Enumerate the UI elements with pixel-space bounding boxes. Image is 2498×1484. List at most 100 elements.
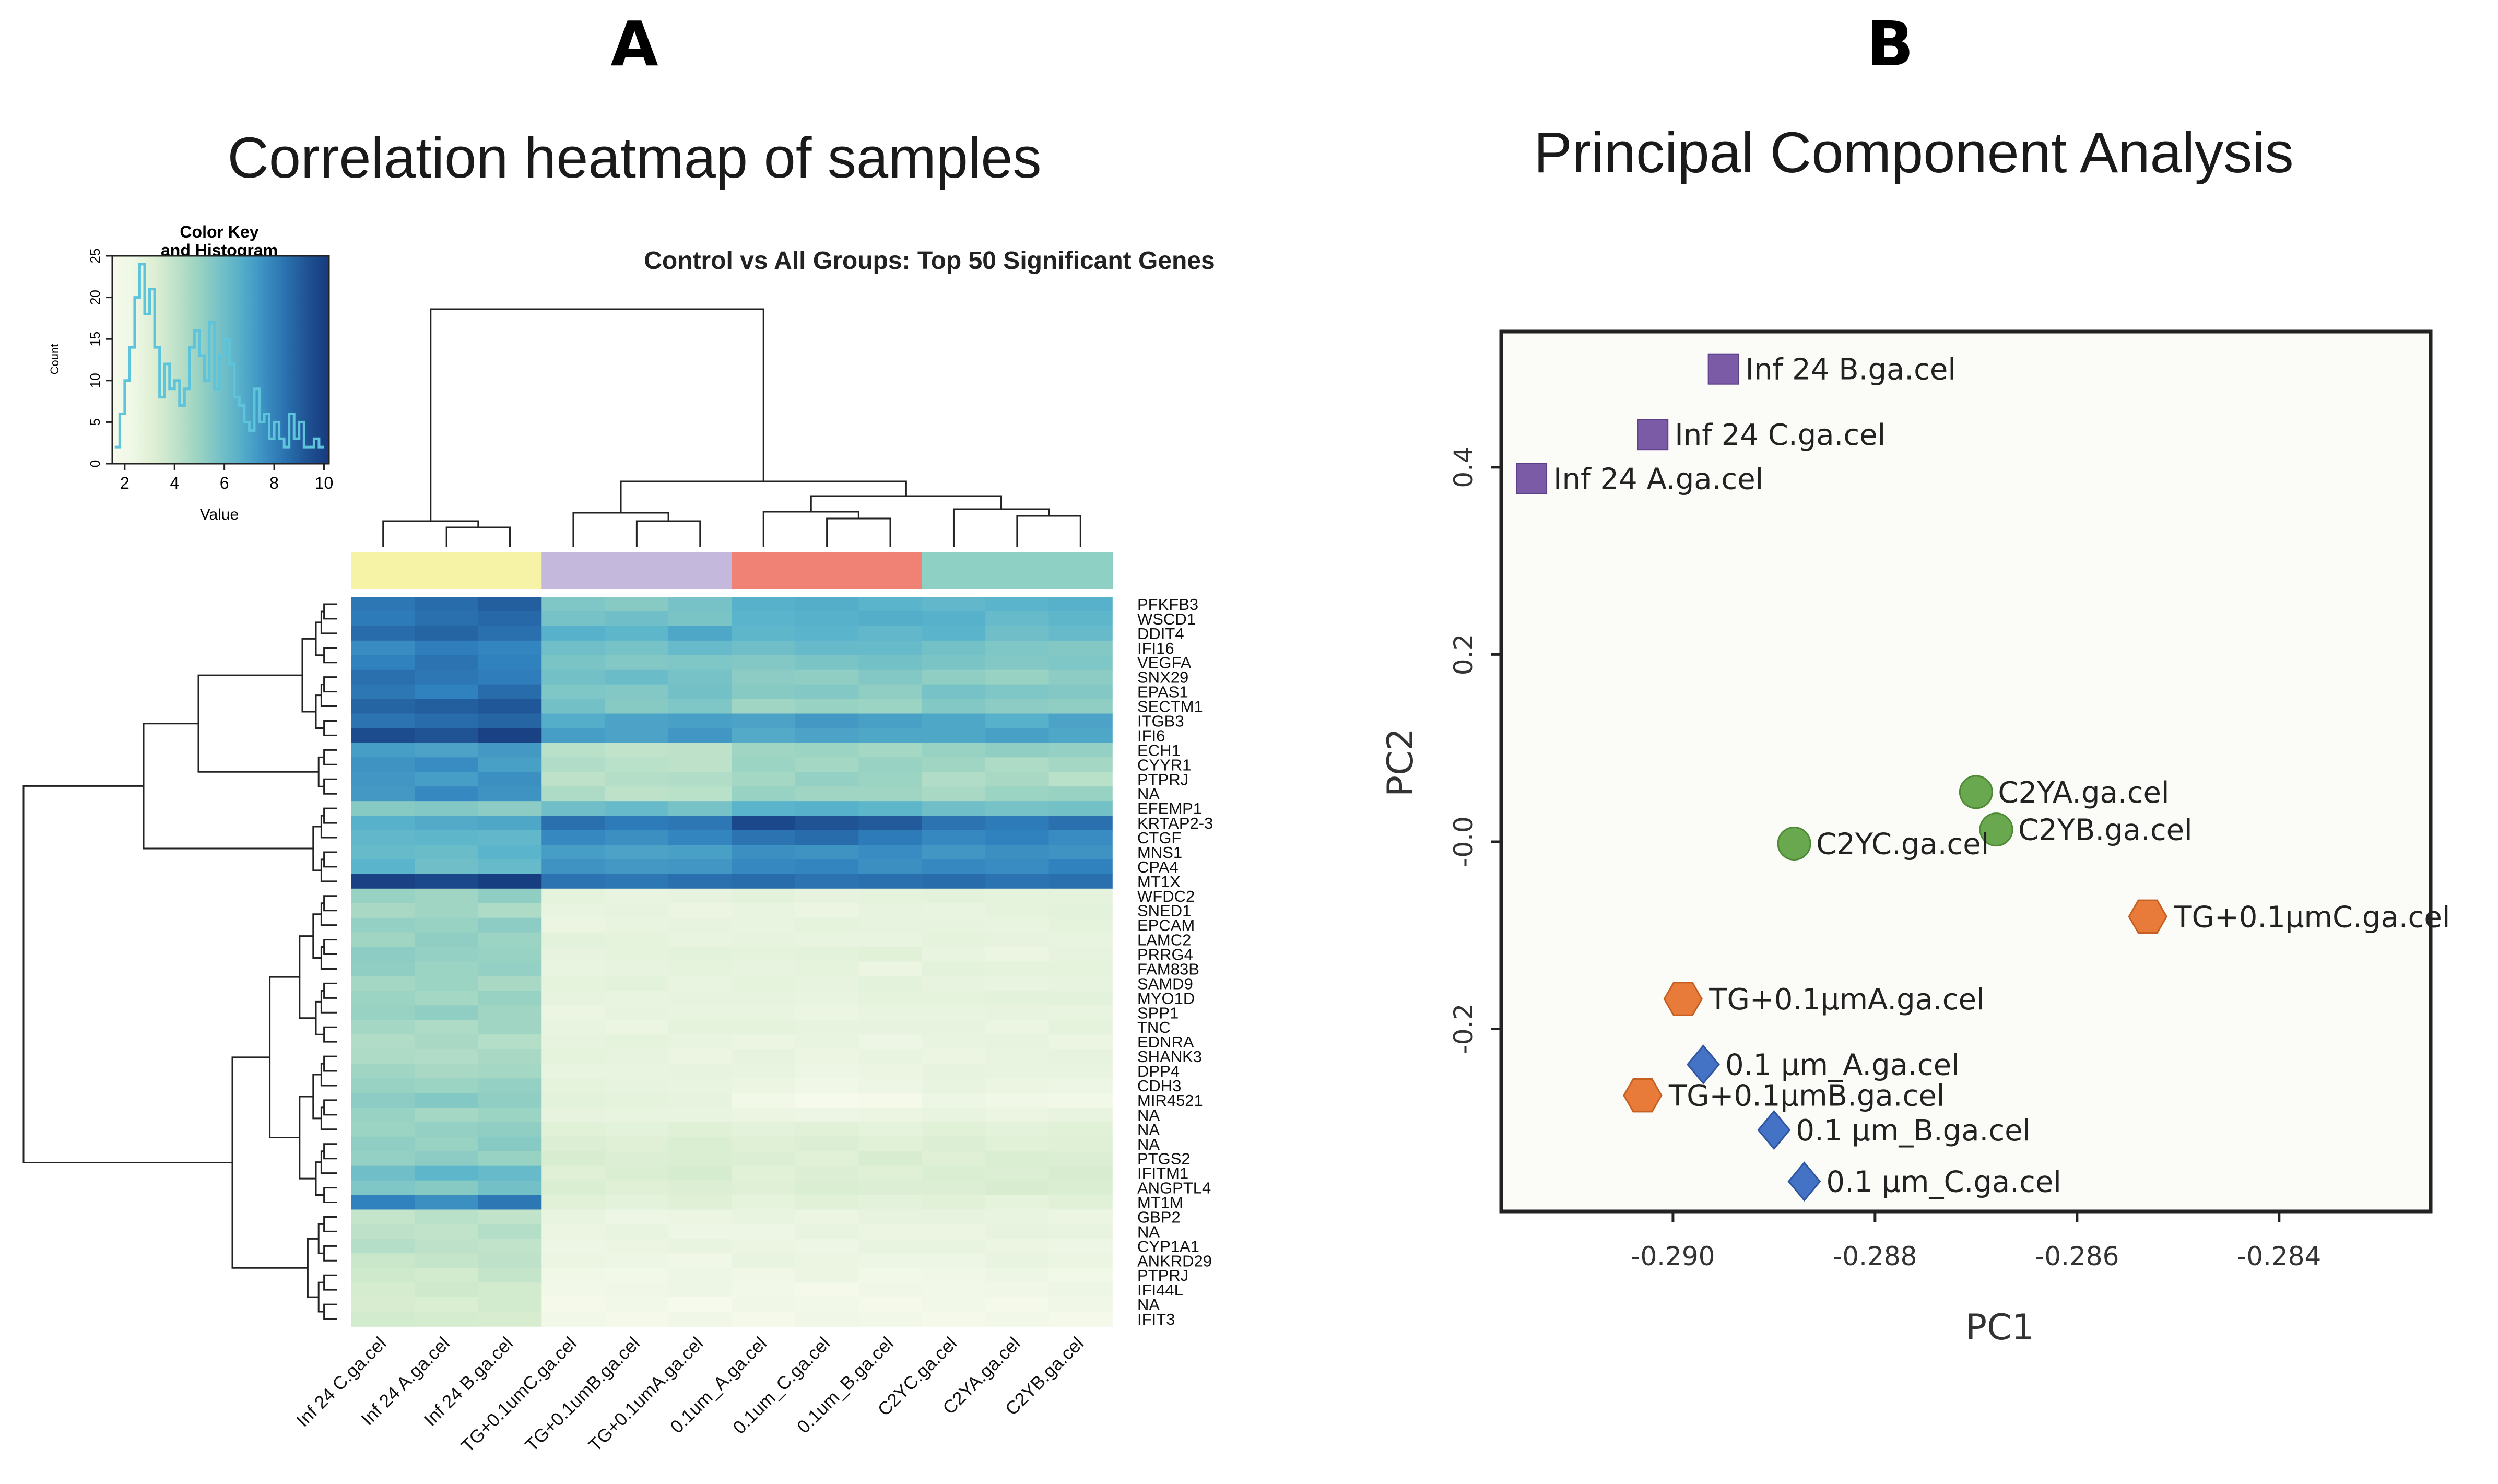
heatmap-cell [605,844,669,860]
heatmap-cell [1048,1180,1113,1196]
heatmap-cell [922,801,986,816]
heatmap-row-label: FAM83B [1137,960,1199,978]
heatmap-cell [415,597,479,612]
heatmap-cell [858,888,923,904]
heatmap-cell [478,932,543,948]
panel-a-letter: A [610,8,658,80]
heatmap-cell [541,1064,606,1079]
heatmap-row-label: ANGPTL4 [1137,1179,1211,1197]
color-key-y-tick-label: 5 [87,418,103,426]
dendrogram-branch [382,520,479,547]
heatmap-cell [541,976,606,992]
heatmap-cell [605,757,669,773]
pca-point-marker [1777,827,1811,861]
heatmap-cell [478,786,543,802]
heatmap-cell [668,1239,733,1254]
heatmap-cell [351,1195,416,1210]
heatmap-cell [605,1253,669,1269]
pca-point-label: Inf 24 C.ga.cel [1675,418,1886,452]
heatmap-cell [478,1165,543,1181]
heatmap-cell [985,1282,1050,1298]
group-color-cell [858,552,923,589]
heatmap-cell [541,874,606,889]
heatmap-row-label: IFI44L [1137,1281,1183,1299]
heatmap-cell [605,1020,669,1035]
pca-point-marker [1516,463,1548,494]
heatmap-cell [668,597,733,612]
heatmap-cell [668,1005,733,1021]
heatmap-cell [985,830,1050,845]
dendrogram-branch [323,807,337,824]
dendrogram-branch [572,512,669,547]
heatmap-cell [478,1209,543,1225]
heatmap-cell [985,1151,1050,1167]
heatmap-cell [668,830,733,845]
heatmap-cell [922,743,986,758]
pca-plot: PC1 PC2 -0.290 -0.288 -0.286 -0.284 0.4 0.2 -0… [1380,329,2450,1348]
heatmap-cell [985,874,1050,889]
heatmap-row-label: CPA4 [1137,858,1179,876]
heatmap-cell [795,1122,859,1137]
heatmap-cell [985,743,1050,758]
heatmap-cell [605,684,669,700]
heatmap-cell [668,1078,733,1093]
heatmap-cell [351,684,416,700]
heatmap-cell [415,684,479,700]
pca-point-label: TG+0.1μmC.ga.cel [2173,900,2450,934]
pca-point-label: TG+0.1μmA.ga.cel [1708,983,1984,1017]
heatmap-cell [605,1064,669,1079]
heatmap-cell [922,1268,986,1283]
heatmap-cell [922,1005,986,1021]
heatmap-cell [351,757,416,773]
heatmap-row-label: NA [1137,1121,1160,1139]
heatmap-cell [415,728,479,744]
heatmap-cell [858,772,923,787]
heatmap-cell [732,947,796,962]
heatmap-cell [1048,743,1113,758]
heatmap-cell [985,1136,1050,1152]
heatmap-cell [478,1312,543,1327]
heatmap-cell [478,597,543,612]
heatmap-cell [858,903,923,918]
heatmap-cell [985,932,1050,948]
dendrogram-branch [317,1223,324,1254]
heatmap-cell [415,1282,479,1298]
dendrogram-branch [323,720,337,736]
heatmap-cell [795,611,859,627]
heatmap-cell [922,1180,986,1196]
heatmap-cell [922,786,986,802]
heatmap-cell [668,1092,733,1108]
pca-y-tick-label: 0.2 [1448,634,1479,676]
pca-x-tick-label: -0.284 [2237,1241,2321,1271]
heatmap-cell [858,1282,923,1298]
heatmap-cell [605,903,669,918]
heatmap-cell [415,1180,479,1196]
heatmap-cell [668,1195,733,1210]
heatmap-cell [415,1209,479,1225]
heatmap-cell [732,772,796,787]
group-color-cell [985,552,1050,589]
heatmap-cell [415,1122,479,1137]
heatmap-column-label: TG+0.1umB.ga.cel [521,1333,644,1456]
heatmap-cell [478,859,543,875]
heatmap-cell [351,801,416,816]
heatmap-cell [351,699,416,714]
heatmap-cell [605,611,669,627]
heatmap-cell [478,903,543,918]
heatmap-row-label: LAMC2 [1137,931,1191,949]
dendrogram-branch [315,621,324,656]
heatmap-cell [922,1165,986,1181]
heatmap-cell [1048,772,1113,787]
heatmap-cell [922,728,986,744]
heatmap-cell [922,1020,986,1035]
heatmap-cell [668,640,733,656]
heatmap-cell [795,786,859,802]
heatmap-cell [541,757,606,773]
heatmap-row-label: IFITM1 [1137,1164,1188,1183]
heatmap-cell [668,874,733,889]
dendrogram-branch [1016,515,1081,547]
heatmap-cell [351,597,416,612]
heatmap-cell [732,1005,796,1021]
heatmap-row-label: CTGF [1137,829,1181,847]
